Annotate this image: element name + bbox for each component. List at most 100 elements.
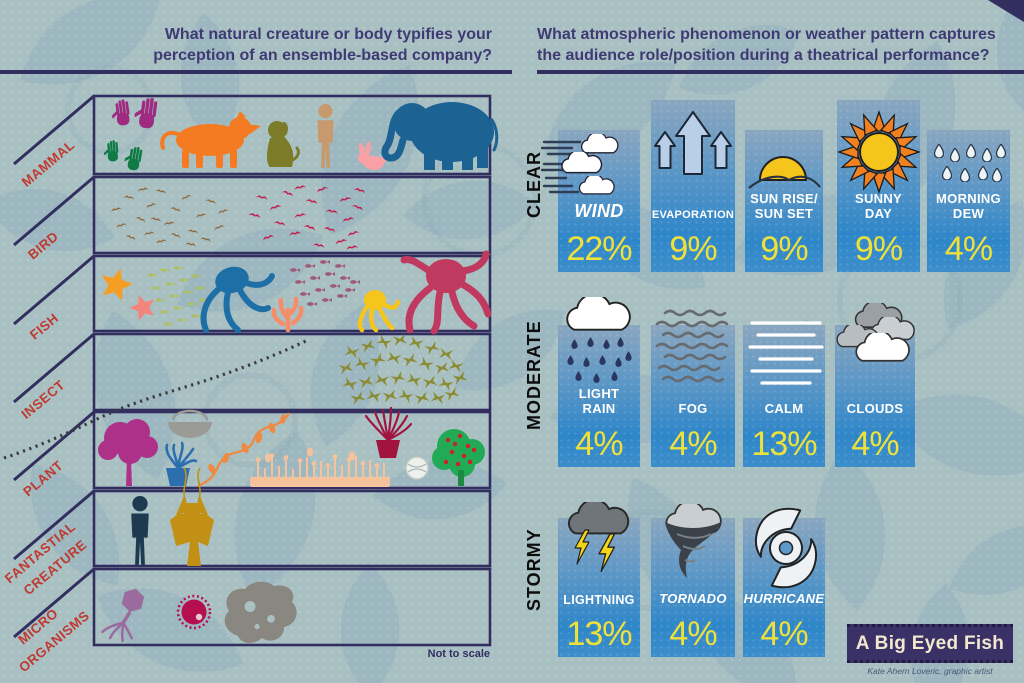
coral-icon [271, 296, 304, 333]
left-title-underline [0, 70, 512, 74]
card-label: EVAPORATION [651, 209, 735, 222]
card-value: 4% [944, 230, 993, 268]
card-value: 4% [760, 615, 808, 653]
elephant-icon [381, 102, 499, 170]
card-label: TORNADO [659, 591, 727, 607]
card-evaporation: EVAPORATION 9% [651, 100, 735, 272]
brand-box: A Big Eyed Fish [847, 624, 1013, 663]
globe-stamp-icon [405, 456, 429, 480]
rain-cloud-icon [557, 297, 641, 385]
card-clouds: CLOUDS 4% [835, 303, 915, 467]
blue-octopus-icon [200, 266, 275, 333]
card-label: SUNNY DAY [854, 191, 902, 222]
plant-row [98, 406, 485, 488]
fantasy-creature-icon [170, 467, 214, 566]
person-silhouette-icon [131, 496, 149, 565]
card-label: MORNING DEW [936, 191, 1001, 222]
group-label-moderate: MODERATE [524, 320, 544, 431]
card-value: 22% [566, 230, 632, 268]
brand-text: A Big Eyed Fish [855, 632, 1005, 654]
card-label: SUN RISE/ SUN SET [750, 191, 818, 222]
group-label-stormy: STORMY [524, 528, 544, 612]
row-label-insect: INSECT [18, 377, 68, 422]
card-calm: CALM 13% [743, 321, 825, 467]
card-label: HURRICANE [743, 591, 825, 607]
fog-icon [653, 307, 733, 393]
corner-wedge-decoration [988, 0, 1024, 22]
rabbit-icon [358, 141, 387, 170]
red-potted-plant-icon [364, 406, 413, 458]
sunrise-icon [747, 142, 821, 196]
orange-vine-icon [197, 412, 291, 488]
group-label-clear: CLEAR [524, 151, 544, 219]
card-label: CLOUDS [846, 401, 904, 417]
row-label-mammal: MAMMAL [19, 137, 78, 190]
card-value: 9% [760, 230, 808, 268]
bird-row [110, 184, 367, 251]
dog-icon [267, 121, 300, 167]
lightning-icon [559, 502, 639, 592]
bacteriophage-icon [101, 588, 145, 643]
magenta-tree-icon [98, 419, 158, 486]
hurricane-icon [746, 506, 822, 590]
card-value: 13% [566, 615, 632, 653]
right-question-title: What atmospheric phenomenon or weather p… [537, 26, 996, 65]
row-frames [13, 94, 492, 647]
wind-icon [540, 134, 642, 200]
pink-starfish-icon [126, 290, 159, 323]
fantastial-row [131, 467, 214, 566]
ant-trail-icon [3, 338, 309, 460]
card-value: 4% [575, 425, 623, 463]
amoeba-icon [224, 581, 297, 644]
orange-starfish-icon [96, 264, 137, 303]
card-sunrise: SUN RISE/ SUN SET 9% [745, 130, 823, 272]
right-title-underline [537, 70, 1024, 74]
clouds-icon [833, 303, 919, 379]
row-label-plant: PLANT [20, 457, 66, 499]
card-lightning: LIGHTNING 13% [558, 502, 640, 657]
meadow-icon [250, 447, 390, 487]
handprint-purple-icon [110, 96, 158, 130]
card-label: LIGHTNING [563, 592, 635, 607]
micro-row [101, 581, 297, 644]
nest-icon [168, 409, 212, 438]
left-question-title: What natural creature or body typifies y… [153, 26, 492, 65]
card-fog: FOG 4% [651, 309, 735, 467]
crimson-octopus-icon [400, 250, 492, 335]
card-label: WIND [574, 201, 624, 222]
row-label-fish: FISH [27, 310, 61, 342]
artist-credit: Kate Ahern Loveric, graphic artist [867, 666, 993, 676]
card-label: LIGHT RAIN [578, 386, 620, 417]
card-label: CALM [764, 401, 804, 417]
evaporation-icon [653, 110, 733, 180]
not-to-scale-note: Not to scale [427, 648, 490, 660]
card-value: 4% [851, 425, 899, 463]
yellow-octopus-icon [357, 290, 401, 333]
tornado-icon [653, 504, 733, 590]
card-value: 9% [669, 230, 717, 268]
brown-bird-flock-icon [110, 187, 229, 247]
calm-icon [746, 317, 824, 389]
card-hurricane: HURRICANE 4% [743, 507, 825, 657]
card-wind: WIND 22% [540, 130, 640, 272]
card-value: 4% [669, 615, 717, 653]
card-value: 9% [854, 230, 903, 268]
moth-swarm-icon [338, 333, 468, 405]
virus-icon [176, 594, 212, 630]
sun-icon [836, 108, 922, 195]
insect-row [3, 333, 468, 460]
card-sunny-day: SUNNY DAY 9% [836, 100, 922, 272]
dew-icon [930, 140, 1008, 184]
card-light-rain: LIGHT RAIN 4% [558, 297, 640, 467]
mammal-row [103, 96, 499, 172]
card-label: FOG [678, 401, 708, 417]
human-icon [317, 104, 334, 168]
creature-pictogram-chart: MAMMAL BIRD FISH INSECT PLANT FANTASTIAL… [2, 94, 499, 675]
fish-row [96, 250, 492, 335]
crimson-bird-flock-icon [248, 184, 367, 251]
blue-potted-plant-icon [165, 441, 198, 486]
card-morning-dew: MORNING DEW 4% [927, 130, 1010, 272]
green-fish-school-icon [147, 266, 209, 326]
card-tornado: TORNADO 4% [651, 504, 735, 657]
